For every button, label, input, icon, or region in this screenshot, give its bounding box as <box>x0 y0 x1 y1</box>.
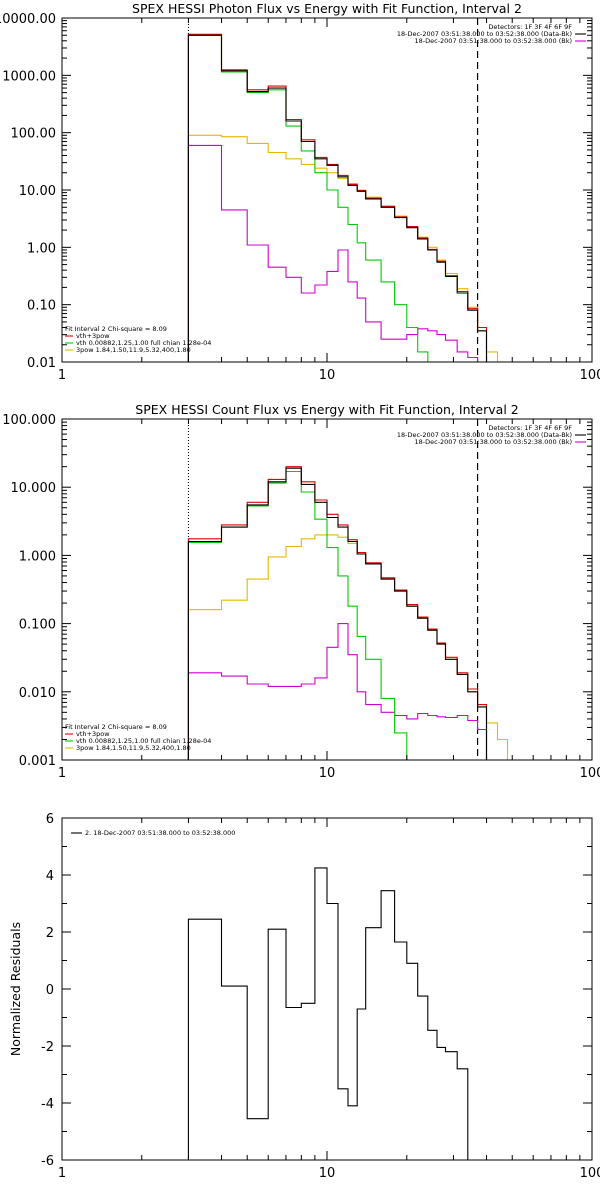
y-tick-label: 10.000 <box>11 481 57 496</box>
y-tick-label: 100.00 <box>11 127 57 142</box>
y-tick-label: -4 <box>41 1097 54 1112</box>
y-tick-label: -2 <box>41 1040 54 1055</box>
y-tick-label: 0.100 <box>19 618 56 633</box>
legend-entry: 3pow 1.84,1.50,11.9,5.32,400,1.80 <box>76 744 191 752</box>
y-tick-label: 0.10 <box>27 299 56 314</box>
series-group <box>187 466 509 760</box>
series-magenta-line <box>187 144 479 362</box>
x-tick-label: 1 <box>58 1166 66 1181</box>
y-tick-label: 0.01 <box>27 356 56 371</box>
legend-entry: 2. 18-Dec-2007 03:51:38.000 to 03:52:38.… <box>85 829 235 837</box>
y-tick-label: 4 <box>46 869 54 884</box>
x-tick-label: 10 <box>319 766 336 781</box>
legend-entry: Fit Interval 2 Chi-square = 8.09 <box>65 723 167 731</box>
x-tick-label: 10 <box>319 1166 336 1181</box>
legend-entry: 18-Dec-2007 03:51:38.000 to 03:52:38.000… <box>415 37 573 45</box>
series-black-line <box>187 467 488 760</box>
series-magenta-line <box>187 623 488 760</box>
y-tick-label: 0.010 <box>19 686 56 701</box>
series-yellow-line <box>187 134 499 362</box>
series-red-line <box>187 466 488 760</box>
x-tick-label: 100 <box>580 368 600 383</box>
series-group <box>187 867 479 1160</box>
plot-frame <box>61 418 593 761</box>
legend-entry: vth 0.00882,1.25,1.00 full chian 1.28e-0… <box>76 737 211 745</box>
legend-entry: 18-Dec-2007 03:51:38.000 to 03:52:38.000… <box>397 431 572 439</box>
y-tick-label: -6 <box>41 1154 54 1169</box>
legend-entry: vth+3pow <box>76 730 110 738</box>
y-tick-label: 2 <box>46 926 54 941</box>
legend-entry: 3pow 1.84,1.50,11.9,5.32,400,1.80 <box>76 346 191 354</box>
y-tick-label: 0 <box>46 983 54 998</box>
series-green-line <box>187 34 429 362</box>
x-tick-label: 10 <box>319 368 336 383</box>
legend-entry: Detectors: 1F 3F 4F 6F 9F <box>488 23 572 31</box>
chart-title: SPEX HESSI Count Flux vs Energy with Fit… <box>135 402 518 417</box>
chart-panel-2: SPEX HESSI Count Flux vs Energy with Fit… <box>2 402 600 781</box>
chart-panel-1: SPEX HESSI Photon Flux vs Energy with Fi… <box>0 1 600 383</box>
y-tick-label: 10000.00 <box>0 12 56 27</box>
x-tick-label: 1 <box>58 766 66 781</box>
y-tick-label: 0.001 <box>19 754 56 769</box>
legend-entry: vth 0.00882,1.25,1.00 full chian 1.28e-0… <box>76 339 211 347</box>
legend-entry: Fit Interval 2 Chi-square = 8.09 <box>65 325 167 333</box>
x-tick-label: 1 <box>58 368 66 383</box>
chart-title: SPEX HESSI Photon Flux vs Energy with Fi… <box>132 1 522 16</box>
y-tick-label: 10.00 <box>19 184 56 199</box>
y-tick-label: 1.000 <box>19 549 56 564</box>
x-tick-label: 100 <box>580 1166 600 1181</box>
y-tick-label: 1.00 <box>27 241 56 256</box>
series-group <box>187 33 499 362</box>
legend-entry: 18-Dec-2007 03:51:38.000 to 03:52:38.000… <box>415 438 573 446</box>
legend-entry: vth+3pow <box>76 332 110 340</box>
y-tick-label: 100.000 <box>2 413 56 428</box>
series-black-line <box>187 867 479 1160</box>
y-tick-label: 1000.00 <box>2 69 56 84</box>
chart-panel-3: Normalized Residuals 1 10 100 -6 -4 -2 0 2 4 6 2. 1… <box>8 812 600 1181</box>
y-tick-label: 6 <box>46 812 54 827</box>
x-tick-label: 100 <box>580 766 600 781</box>
series-green-line <box>187 470 419 760</box>
legend-entry: 18-Dec-2007 03:51:38.000 to 03:52:38.000… <box>397 30 572 38</box>
legend-entry: Detectors: 1F 3F 4F 6F 9F <box>488 424 572 432</box>
series-black-line <box>187 34 488 362</box>
y-axis-label: Normalized Residuals <box>8 922 23 1056</box>
